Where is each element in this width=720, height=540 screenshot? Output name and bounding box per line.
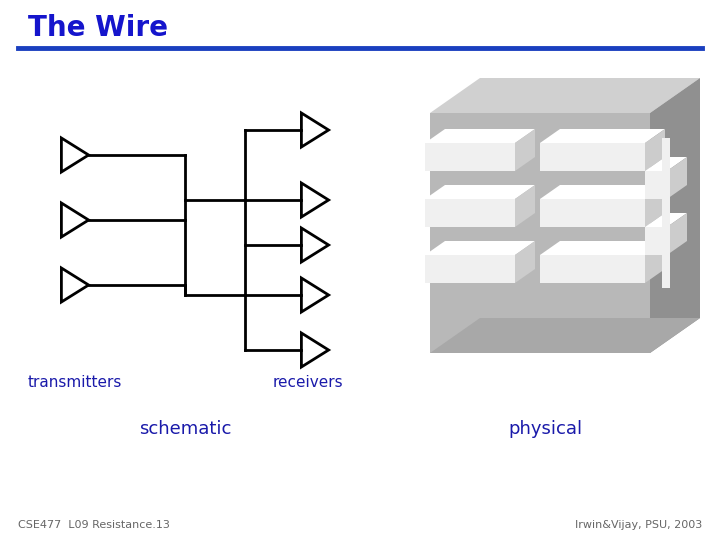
- Text: receivers: receivers: [273, 375, 343, 390]
- Polygon shape: [430, 78, 700, 113]
- Bar: [185, 200, 245, 295]
- Polygon shape: [515, 185, 535, 227]
- Polygon shape: [667, 213, 687, 255]
- Polygon shape: [645, 241, 665, 283]
- Bar: [540, 199, 645, 227]
- Text: The Wire: The Wire: [28, 14, 168, 42]
- Polygon shape: [515, 241, 535, 283]
- Polygon shape: [650, 78, 700, 353]
- Bar: [540, 143, 645, 171]
- Text: physical: physical: [508, 420, 582, 438]
- Polygon shape: [425, 129, 535, 143]
- Text: transmitters: transmitters: [28, 375, 122, 390]
- Bar: [425, 199, 515, 227]
- Polygon shape: [430, 113, 650, 353]
- Text: Irwin&Vijay, PSU, 2003: Irwin&Vijay, PSU, 2003: [575, 520, 702, 530]
- Bar: [425, 255, 515, 283]
- Polygon shape: [540, 129, 665, 143]
- Polygon shape: [645, 129, 665, 171]
- Text: CSE477  L09 Resistance.13: CSE477 L09 Resistance.13: [18, 520, 170, 530]
- Polygon shape: [645, 213, 687, 227]
- Polygon shape: [540, 185, 665, 199]
- Polygon shape: [540, 241, 665, 255]
- Polygon shape: [645, 185, 665, 227]
- Bar: [540, 255, 645, 283]
- Bar: [645, 171, 667, 199]
- Polygon shape: [425, 241, 535, 255]
- Polygon shape: [667, 157, 687, 199]
- Polygon shape: [645, 157, 687, 171]
- Polygon shape: [430, 318, 700, 353]
- Text: schematic: schematic: [139, 420, 231, 438]
- Polygon shape: [425, 185, 535, 199]
- Bar: [662, 138, 670, 288]
- Bar: [425, 143, 515, 171]
- Polygon shape: [515, 129, 535, 171]
- Bar: [645, 227, 667, 255]
